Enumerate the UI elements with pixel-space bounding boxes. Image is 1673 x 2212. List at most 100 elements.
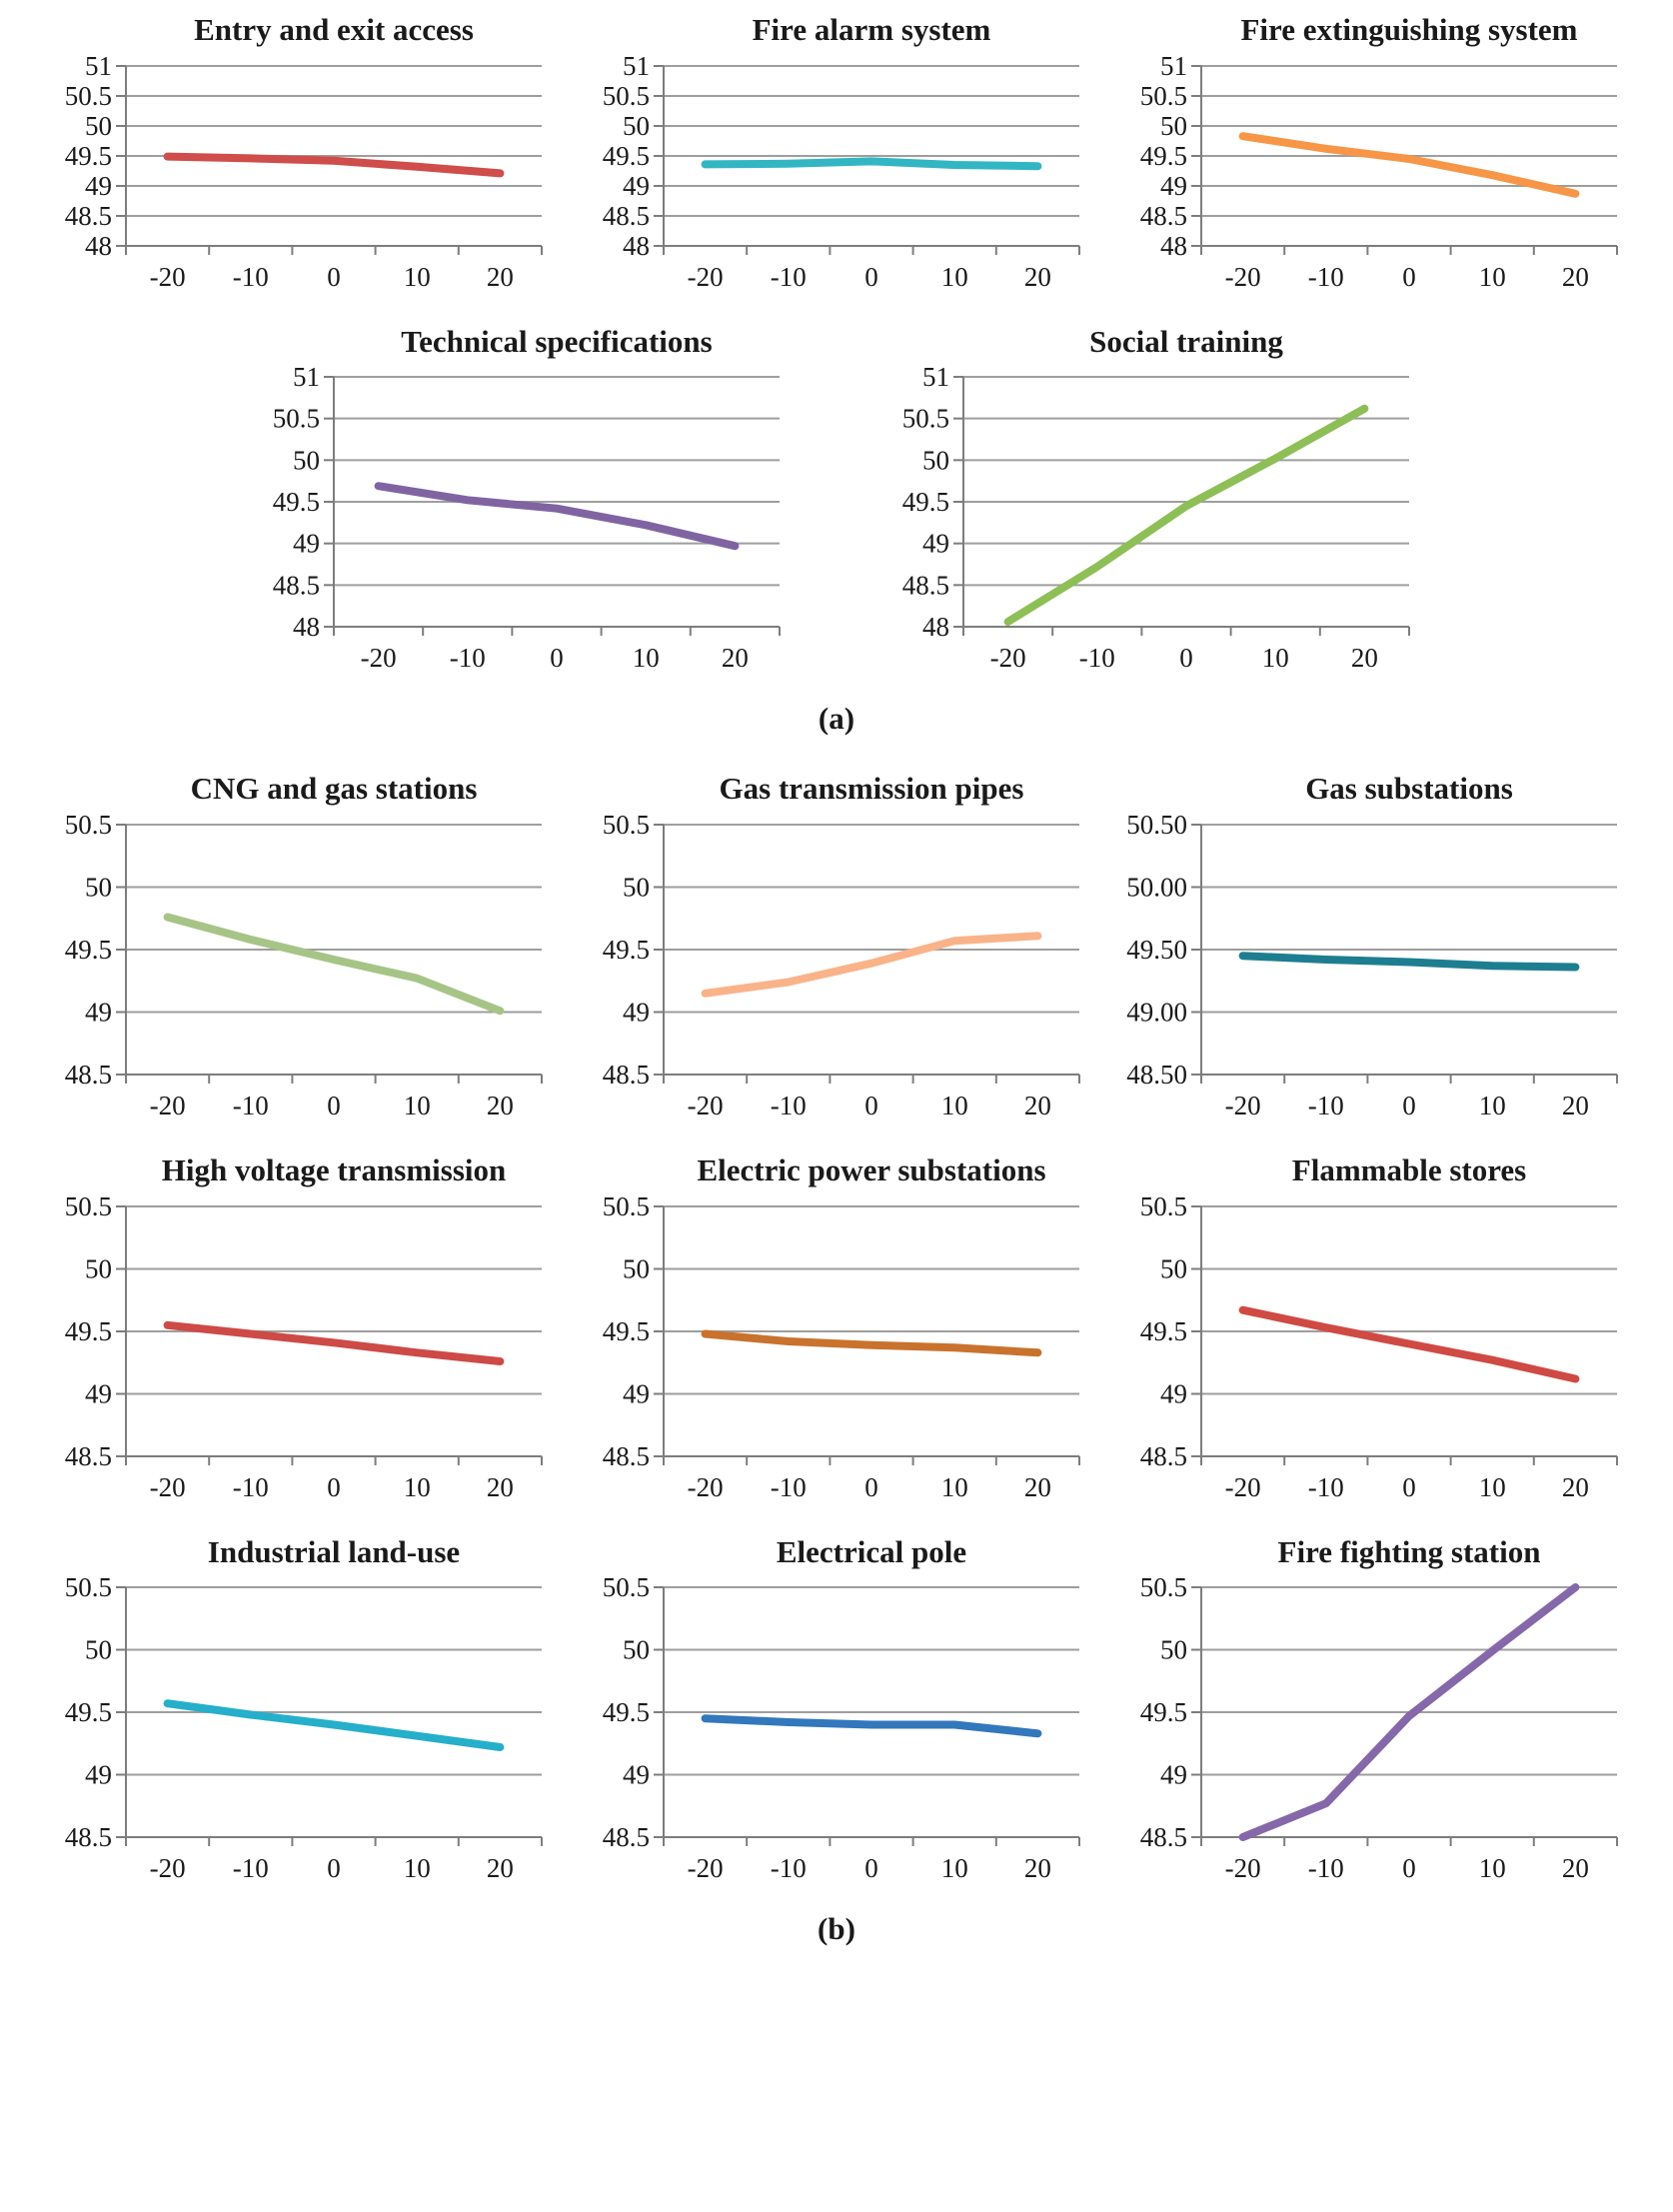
chart-canvas: 50.5 50 49.5 49 48.5 -20 -10 0 10 20: [603, 1573, 1080, 1883]
svg-text:10: 10: [404, 262, 431, 292]
x-axis-labels: -20 -10 0 10 20: [150, 1472, 514, 1502]
x-axis-labels: -20 -10 0 10 20: [1225, 1091, 1589, 1120]
svg-text:50: 50: [623, 1635, 650, 1665]
svg-text:-10: -10: [771, 1472, 807, 1502]
series-line-gas-transmission-pipes: [701, 932, 1042, 998]
svg-text:49: 49: [85, 1760, 112, 1790]
series-line-fire-fighting-station: [1238, 1583, 1580, 1842]
chart-industrial-land-use: Industrial land-use 50.5 50 49.5 49 48.5 -20 -1…: [34, 1530, 564, 1890]
series-line-electrical-pole: [701, 1714, 1042, 1738]
svg-text:10: 10: [1479, 1853, 1506, 1883]
y-axis-labels: 51 50.5 50 49.5 49 48.5 48: [902, 363, 949, 642]
chart-electric-power-substations: Electric power substations 50.5 50 49.5 49 48…: [572, 1148, 1101, 1508]
x-axis-labels: -20 -10 0 10 20: [990, 643, 1378, 673]
svg-text:50: 50: [85, 1635, 112, 1665]
svg-text:-20: -20: [1225, 1472, 1261, 1502]
svg-text:48.5: 48.5: [902, 571, 949, 601]
chart-title-cng-gas-stations: CNG and gas stations: [190, 771, 478, 807]
svg-text:49.50: 49.50: [1126, 935, 1187, 965]
x-axis-labels: -20 -10 0 10 20: [361, 643, 749, 673]
chart-title-high-voltage-transmission: High voltage transmission: [161, 1151, 507, 1187]
chart-canvas: 50.5 50 49.5 49 48.5 -20 -10 0 10 20: [603, 1192, 1080, 1502]
svg-text:48.5: 48.5: [65, 1822, 112, 1852]
svg-text:10: 10: [633, 643, 660, 673]
svg-text:0: 0: [327, 262, 341, 292]
x-axis-labels: -20 -10 0 10 20: [688, 1091, 1051, 1120]
series-line-social-training: [1003, 404, 1369, 627]
x-axis-labels: -20 -10 0 10 20: [1225, 1472, 1589, 1502]
axis-ticks: [1191, 1204, 1618, 1465]
y-axis-labels: 50.5 50 49.5 49 48.5: [603, 811, 650, 1090]
sensitivity-analysis-figure: Entry and exit access 51 50.5 50 49.5 49 48.5 4…: [0, 12, 1673, 1946]
svg-text:20: 20: [1024, 1472, 1051, 1502]
svg-text:48.5: 48.5: [65, 1060, 112, 1090]
x-axis-labels: -20 -10 0 10 20: [688, 262, 1051, 292]
svg-text:-20: -20: [1225, 262, 1261, 292]
axis-ticks: [654, 1204, 1080, 1465]
svg-text:48.5: 48.5: [603, 1060, 650, 1090]
chart-canvas: 50.50 50.00 49.50 49.00 48.50 -20 -10 0 10 20: [1126, 811, 1618, 1120]
svg-text:0: 0: [864, 1853, 878, 1883]
svg-text:49: 49: [922, 529, 949, 559]
svg-text:-20: -20: [150, 1853, 186, 1883]
series-line-gas-substations: [1238, 952, 1580, 972]
series-line-fire-extinguishing-system: [1238, 131, 1580, 198]
chart-title-flammable-stores: Flammable stores: [1291, 1151, 1527, 1187]
svg-text:-20: -20: [361, 643, 397, 673]
svg-text:50: 50: [623, 111, 650, 141]
svg-text:48: 48: [85, 231, 112, 261]
svg-text:-20: -20: [688, 1091, 724, 1120]
chart-technical-specifications: Technical specifications 51 50.5 50 49.5 49 48…: [242, 320, 802, 680]
svg-text:50: 50: [85, 1253, 112, 1283]
svg-text:48.5: 48.5: [65, 201, 112, 231]
svg-text:50: 50: [85, 872, 112, 902]
svg-text:-20: -20: [150, 1472, 186, 1502]
svg-text:50.5: 50.5: [603, 1573, 650, 1602]
svg-text:-10: -10: [771, 1091, 807, 1120]
svg-text:49.5: 49.5: [65, 935, 112, 965]
gridlines: [664, 64, 1079, 247]
svg-text:10: 10: [404, 1472, 431, 1502]
svg-text:-10: -10: [233, 1472, 269, 1502]
svg-text:20: 20: [1562, 1853, 1589, 1883]
section-a-row-2: Technical specifications 51 50.5 50 49.5 49 48…: [0, 320, 1673, 680]
svg-text:49.5: 49.5: [603, 935, 650, 965]
chart-title-gas-substations: Gas substations: [1305, 771, 1513, 807]
svg-text:48.5: 48.5: [1140, 1441, 1187, 1471]
chart-title-fire-fighting-station: Fire fighting station: [1277, 1533, 1541, 1569]
gridlines: [334, 376, 780, 629]
svg-text:50.5: 50.5: [273, 404, 320, 434]
svg-text:-10: -10: [1308, 1472, 1344, 1502]
y-axis-labels: 50.5 50 49.5 49 48.5: [65, 811, 112, 1090]
svg-text:10: 10: [1262, 643, 1289, 673]
svg-text:20: 20: [487, 1472, 514, 1502]
svg-text:51: 51: [1160, 52, 1187, 81]
svg-text:49: 49: [85, 1378, 112, 1408]
axis-ticks: [654, 64, 1080, 255]
chart-title-gas-transmission-pipes: Gas transmission pipes: [719, 771, 1024, 807]
svg-text:50.5: 50.5: [1140, 81, 1187, 111]
axis-ticks: [654, 1586, 1080, 1847]
y-axis-labels: 50.5 50 49.5 49 48.5: [1140, 1573, 1187, 1852]
svg-text:49: 49: [1160, 171, 1187, 201]
svg-text:20: 20: [1024, 1091, 1051, 1120]
axis-ticks: [116, 64, 543, 255]
y-axis-labels: 50.5 50 49.5 49 48.5: [65, 1573, 112, 1852]
svg-text:-10: -10: [233, 262, 269, 292]
gridlines: [126, 1586, 542, 1839]
chart-canvas: 50.5 50 49.5 49 48.5 -20 -10 0 10 20: [1140, 1192, 1618, 1502]
chart-canvas: 50.5 50 49.5 49 48.5 -20 -10 0 10 20: [1140, 1573, 1618, 1883]
x-axis-labels: -20 -10 0 10 20: [150, 262, 514, 292]
y-axis-labels: 50.5 50 49.5 49 48.5: [603, 1192, 650, 1471]
svg-text:20: 20: [1562, 1472, 1589, 1502]
svg-text:50.5: 50.5: [65, 81, 112, 111]
section-a-caption: (a): [818, 701, 855, 737]
series-line-entry-exit-access: [163, 152, 505, 178]
axis-ticks: [324, 376, 781, 637]
axis-ticks: [116, 1586, 543, 1847]
svg-text:50.5: 50.5: [1140, 1192, 1187, 1221]
svg-text:-20: -20: [150, 262, 186, 292]
